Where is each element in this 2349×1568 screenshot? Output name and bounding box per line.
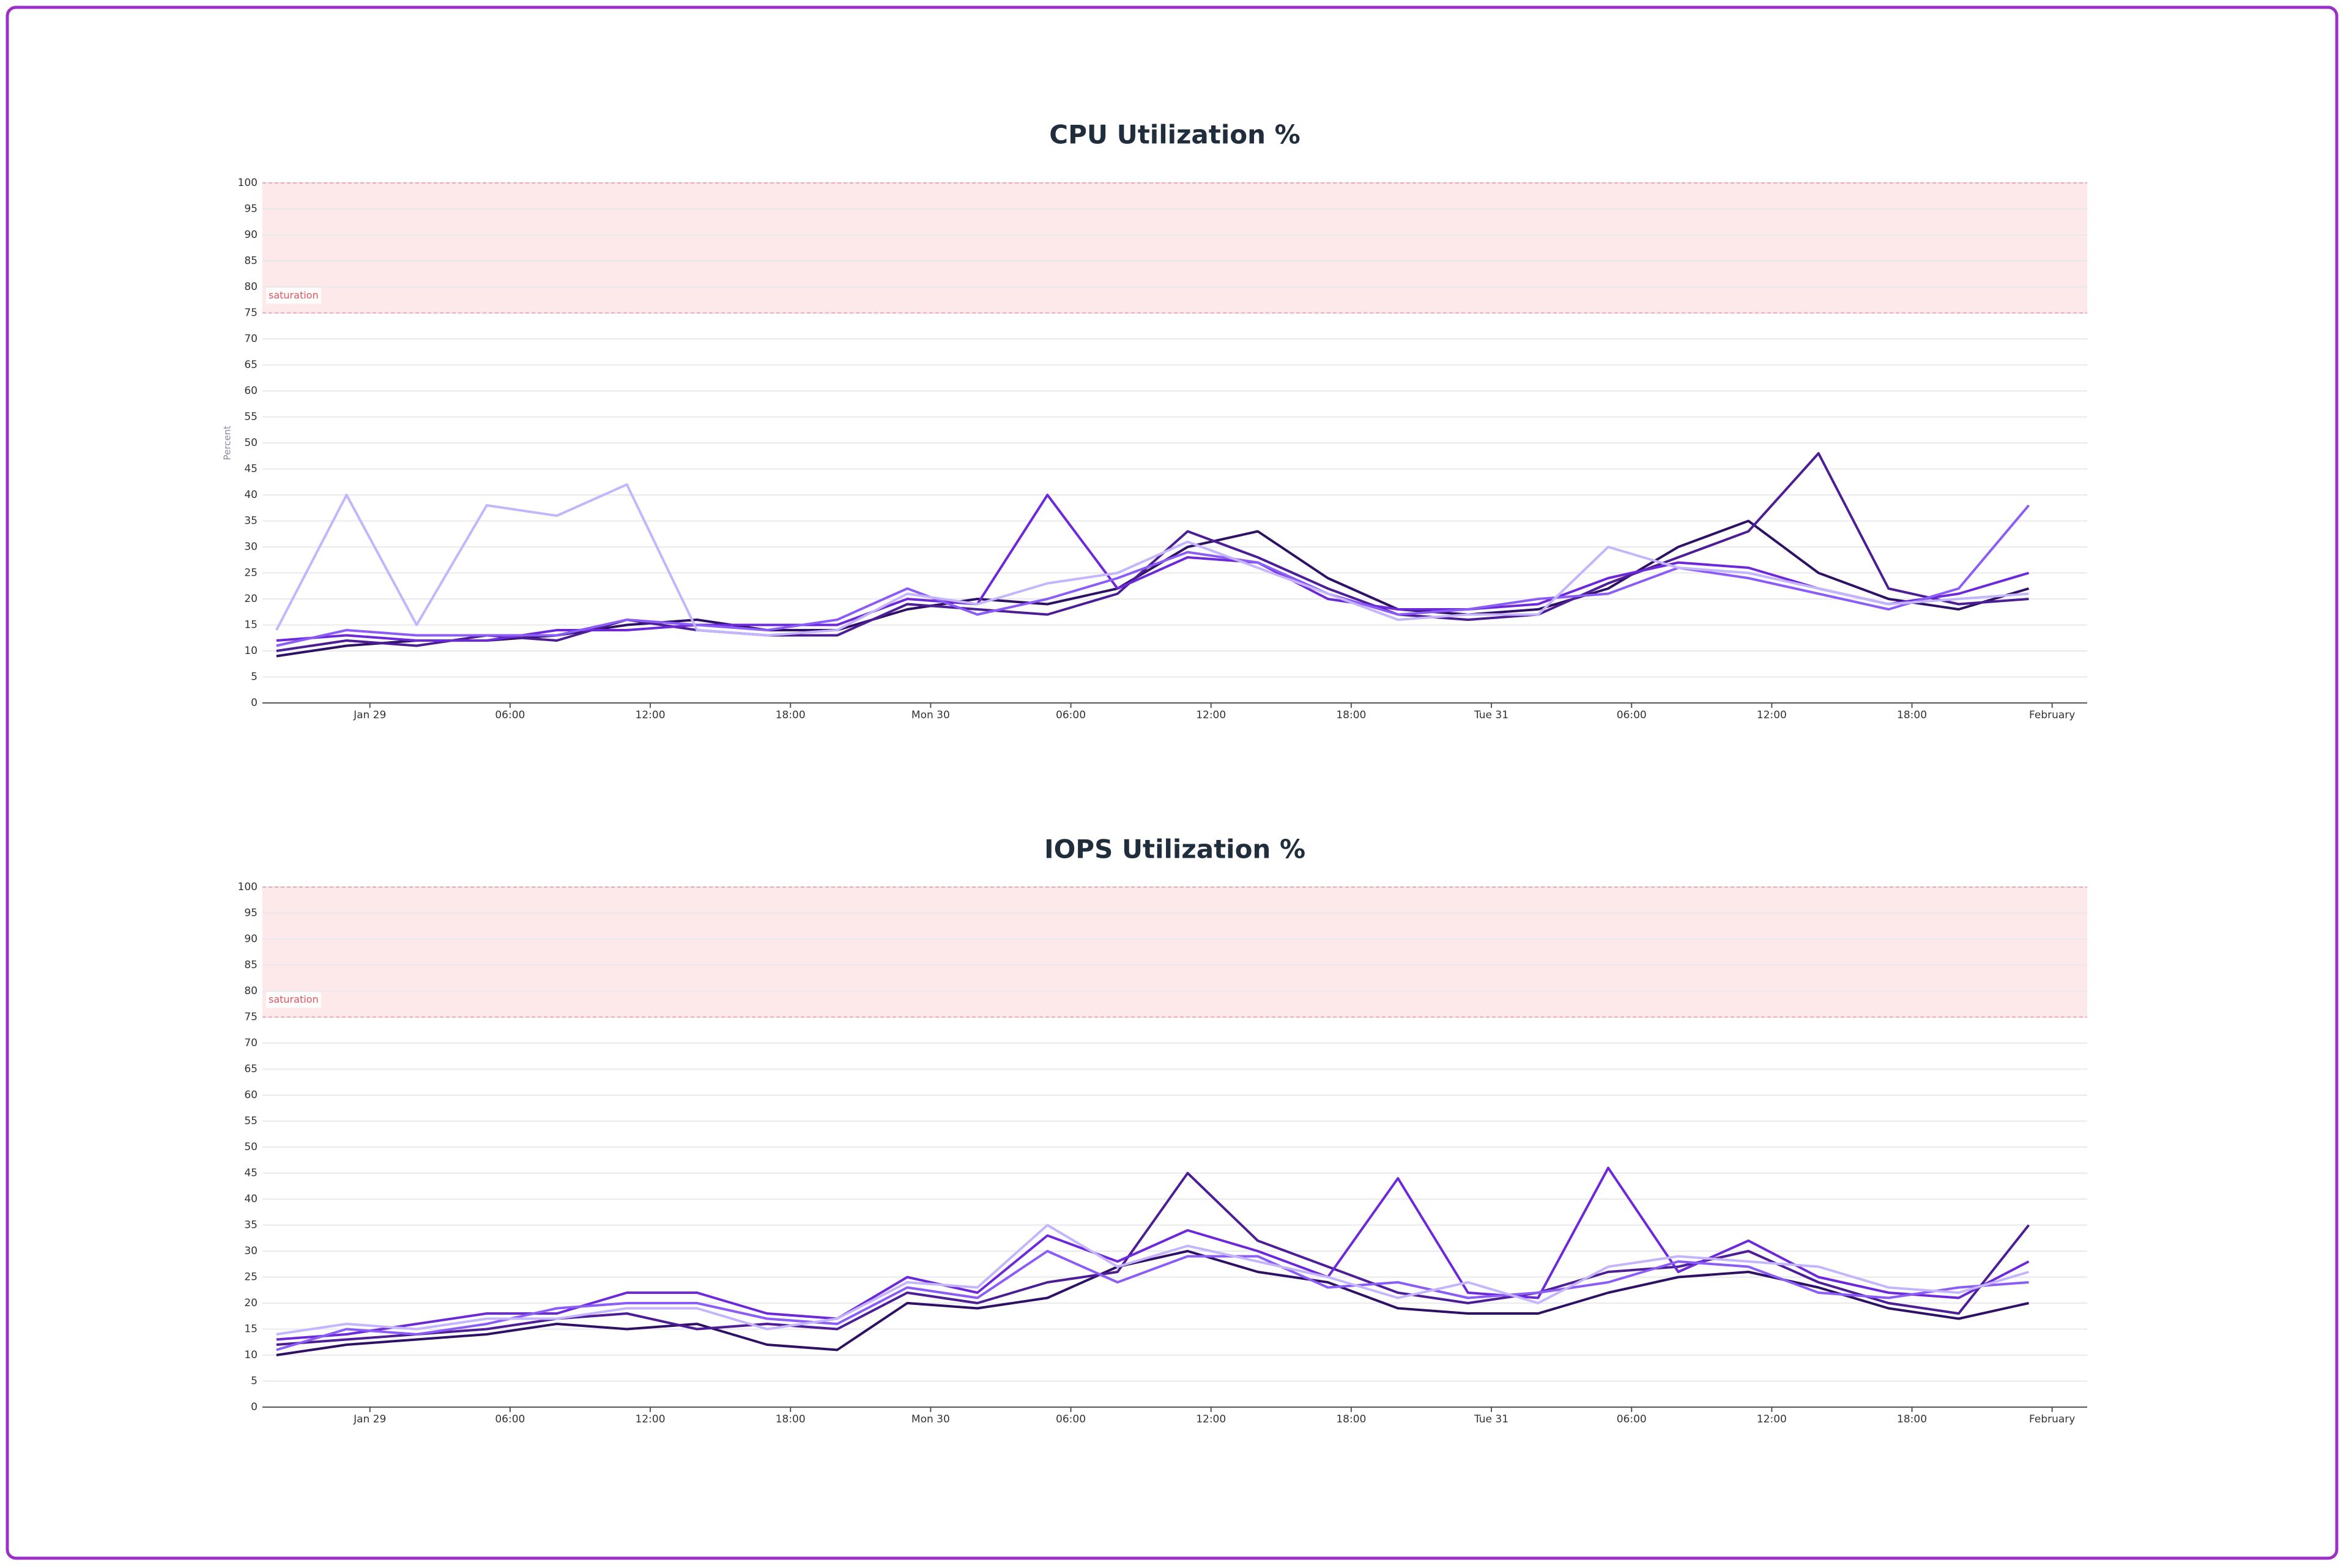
y-tick-label: 15 (244, 1323, 258, 1336)
x-tick-label: 12:00 (636, 1413, 666, 1425)
y-tick-label: 45 (244, 463, 258, 475)
y-tick-label: 100 (238, 881, 258, 893)
y-tick-label: 20 (244, 593, 258, 605)
y-tick-label: 50 (244, 437, 258, 449)
y-tick-label: 30 (244, 541, 258, 553)
y-tick-label: 50 (244, 1141, 258, 1153)
y-tick-label: 40 (244, 489, 258, 501)
saturation-band (262, 887, 2087, 1017)
series-line (276, 1250, 2029, 1356)
series-line (276, 1167, 2030, 1341)
y-tick-label: 100 (238, 177, 258, 189)
y-tick-label: 55 (244, 411, 258, 423)
x-tick-label: 18:00 (1897, 709, 1927, 721)
y-tick-label: 20 (244, 1297, 258, 1309)
y-tick-label: 80 (244, 281, 258, 293)
x-tick-label: February (2029, 709, 2075, 721)
x-tick-label: 06:00 (1617, 1413, 1647, 1425)
y-tick-label: 75 (244, 307, 258, 319)
y-tick-label: 0 (251, 697, 258, 709)
x-tick-label: 12:00 (1757, 709, 1787, 721)
x-tick-label: 06:00 (1056, 709, 1086, 721)
y-tick-label: 55 (244, 1115, 258, 1128)
y-tick-label: 85 (244, 255, 258, 267)
x-tick-label: 12:00 (1196, 1413, 1226, 1425)
x-tick-label: Tue 31 (1474, 709, 1508, 721)
y-tick-label: 45 (244, 1167, 258, 1180)
series-line (276, 504, 2030, 647)
series-line (276, 452, 2029, 652)
y-tick-label: 75 (244, 1011, 258, 1024)
y-tick-label: 35 (244, 515, 258, 527)
chart-title: CPU Utilization % (1049, 120, 1300, 150)
x-tick-label: February (2029, 1413, 2075, 1425)
y-tick-label: 60 (244, 1089, 258, 1101)
x-tick-label: 12:00 (1757, 1413, 1787, 1425)
y-tick-label: 65 (244, 1063, 258, 1076)
y-tick-label: 60 (244, 385, 258, 397)
y-tick-label: 10 (244, 645, 258, 657)
y-tick-label: 15 (244, 619, 258, 631)
y-tick-label: 0 (251, 1401, 258, 1413)
x-tick-label: 06:00 (495, 1413, 525, 1425)
saturation-band (262, 183, 2087, 313)
y-tick-label: 95 (244, 203, 258, 215)
y-tick-label: 90 (244, 229, 258, 241)
x-tick-label: 06:00 (1617, 709, 1647, 721)
y-tick-label: 25 (244, 1271, 258, 1284)
x-tick-label: 06:00 (495, 709, 525, 721)
x-tick-label: 18:00 (1336, 1413, 1366, 1425)
y-axis-label: Percent (222, 426, 233, 461)
x-tick-label: Tue 31 (1474, 1413, 1508, 1425)
y-tick-label: 90 (244, 933, 258, 945)
series-line (276, 1224, 2030, 1336)
saturation-label: saturation (269, 289, 319, 301)
x-tick-label: Mon 30 (911, 1413, 950, 1425)
x-tick-label: 12:00 (636, 709, 666, 721)
y-tick-label: 35 (244, 1219, 258, 1232)
chart-title: IOPS Utilization % (1044, 834, 1305, 864)
y-tick-label: 70 (244, 1037, 258, 1049)
x-tick-label: 18:00 (1897, 1413, 1927, 1425)
saturation-label-bg (266, 992, 321, 1008)
x-tick-label: Mon 30 (911, 709, 950, 721)
x-tick-label: 18:00 (776, 709, 806, 721)
x-tick-label: Jan 29 (353, 1413, 386, 1425)
series-line (276, 494, 2030, 642)
x-tick-label: Jan 29 (353, 709, 386, 721)
frame (6, 6, 2339, 1560)
y-tick-label: 95 (244, 907, 258, 920)
y-tick-label: 65 (244, 359, 258, 371)
y-tick-label: 5 (251, 1375, 258, 1388)
y-tick-label: 80 (244, 985, 258, 997)
y-tick-label: 85 (244, 959, 258, 972)
y-tick-label: 70 (244, 333, 258, 345)
x-tick-label: 12:00 (1196, 709, 1226, 721)
series-line (275, 483, 2029, 637)
x-tick-label: 18:00 (776, 1413, 806, 1425)
y-tick-label: 25 (244, 567, 258, 579)
x-tick-label: 18:00 (1336, 709, 1366, 721)
x-tick-label: 06:00 (1056, 1413, 1086, 1425)
saturation-label-bg (266, 288, 321, 304)
y-tick-label: 5 (251, 671, 258, 683)
y-tick-label: 30 (244, 1245, 258, 1257)
series-line (276, 1250, 2029, 1351)
saturation-label: saturation (269, 994, 319, 1005)
y-tick-label: 40 (244, 1193, 258, 1205)
y-tick-label: 10 (244, 1349, 258, 1361)
